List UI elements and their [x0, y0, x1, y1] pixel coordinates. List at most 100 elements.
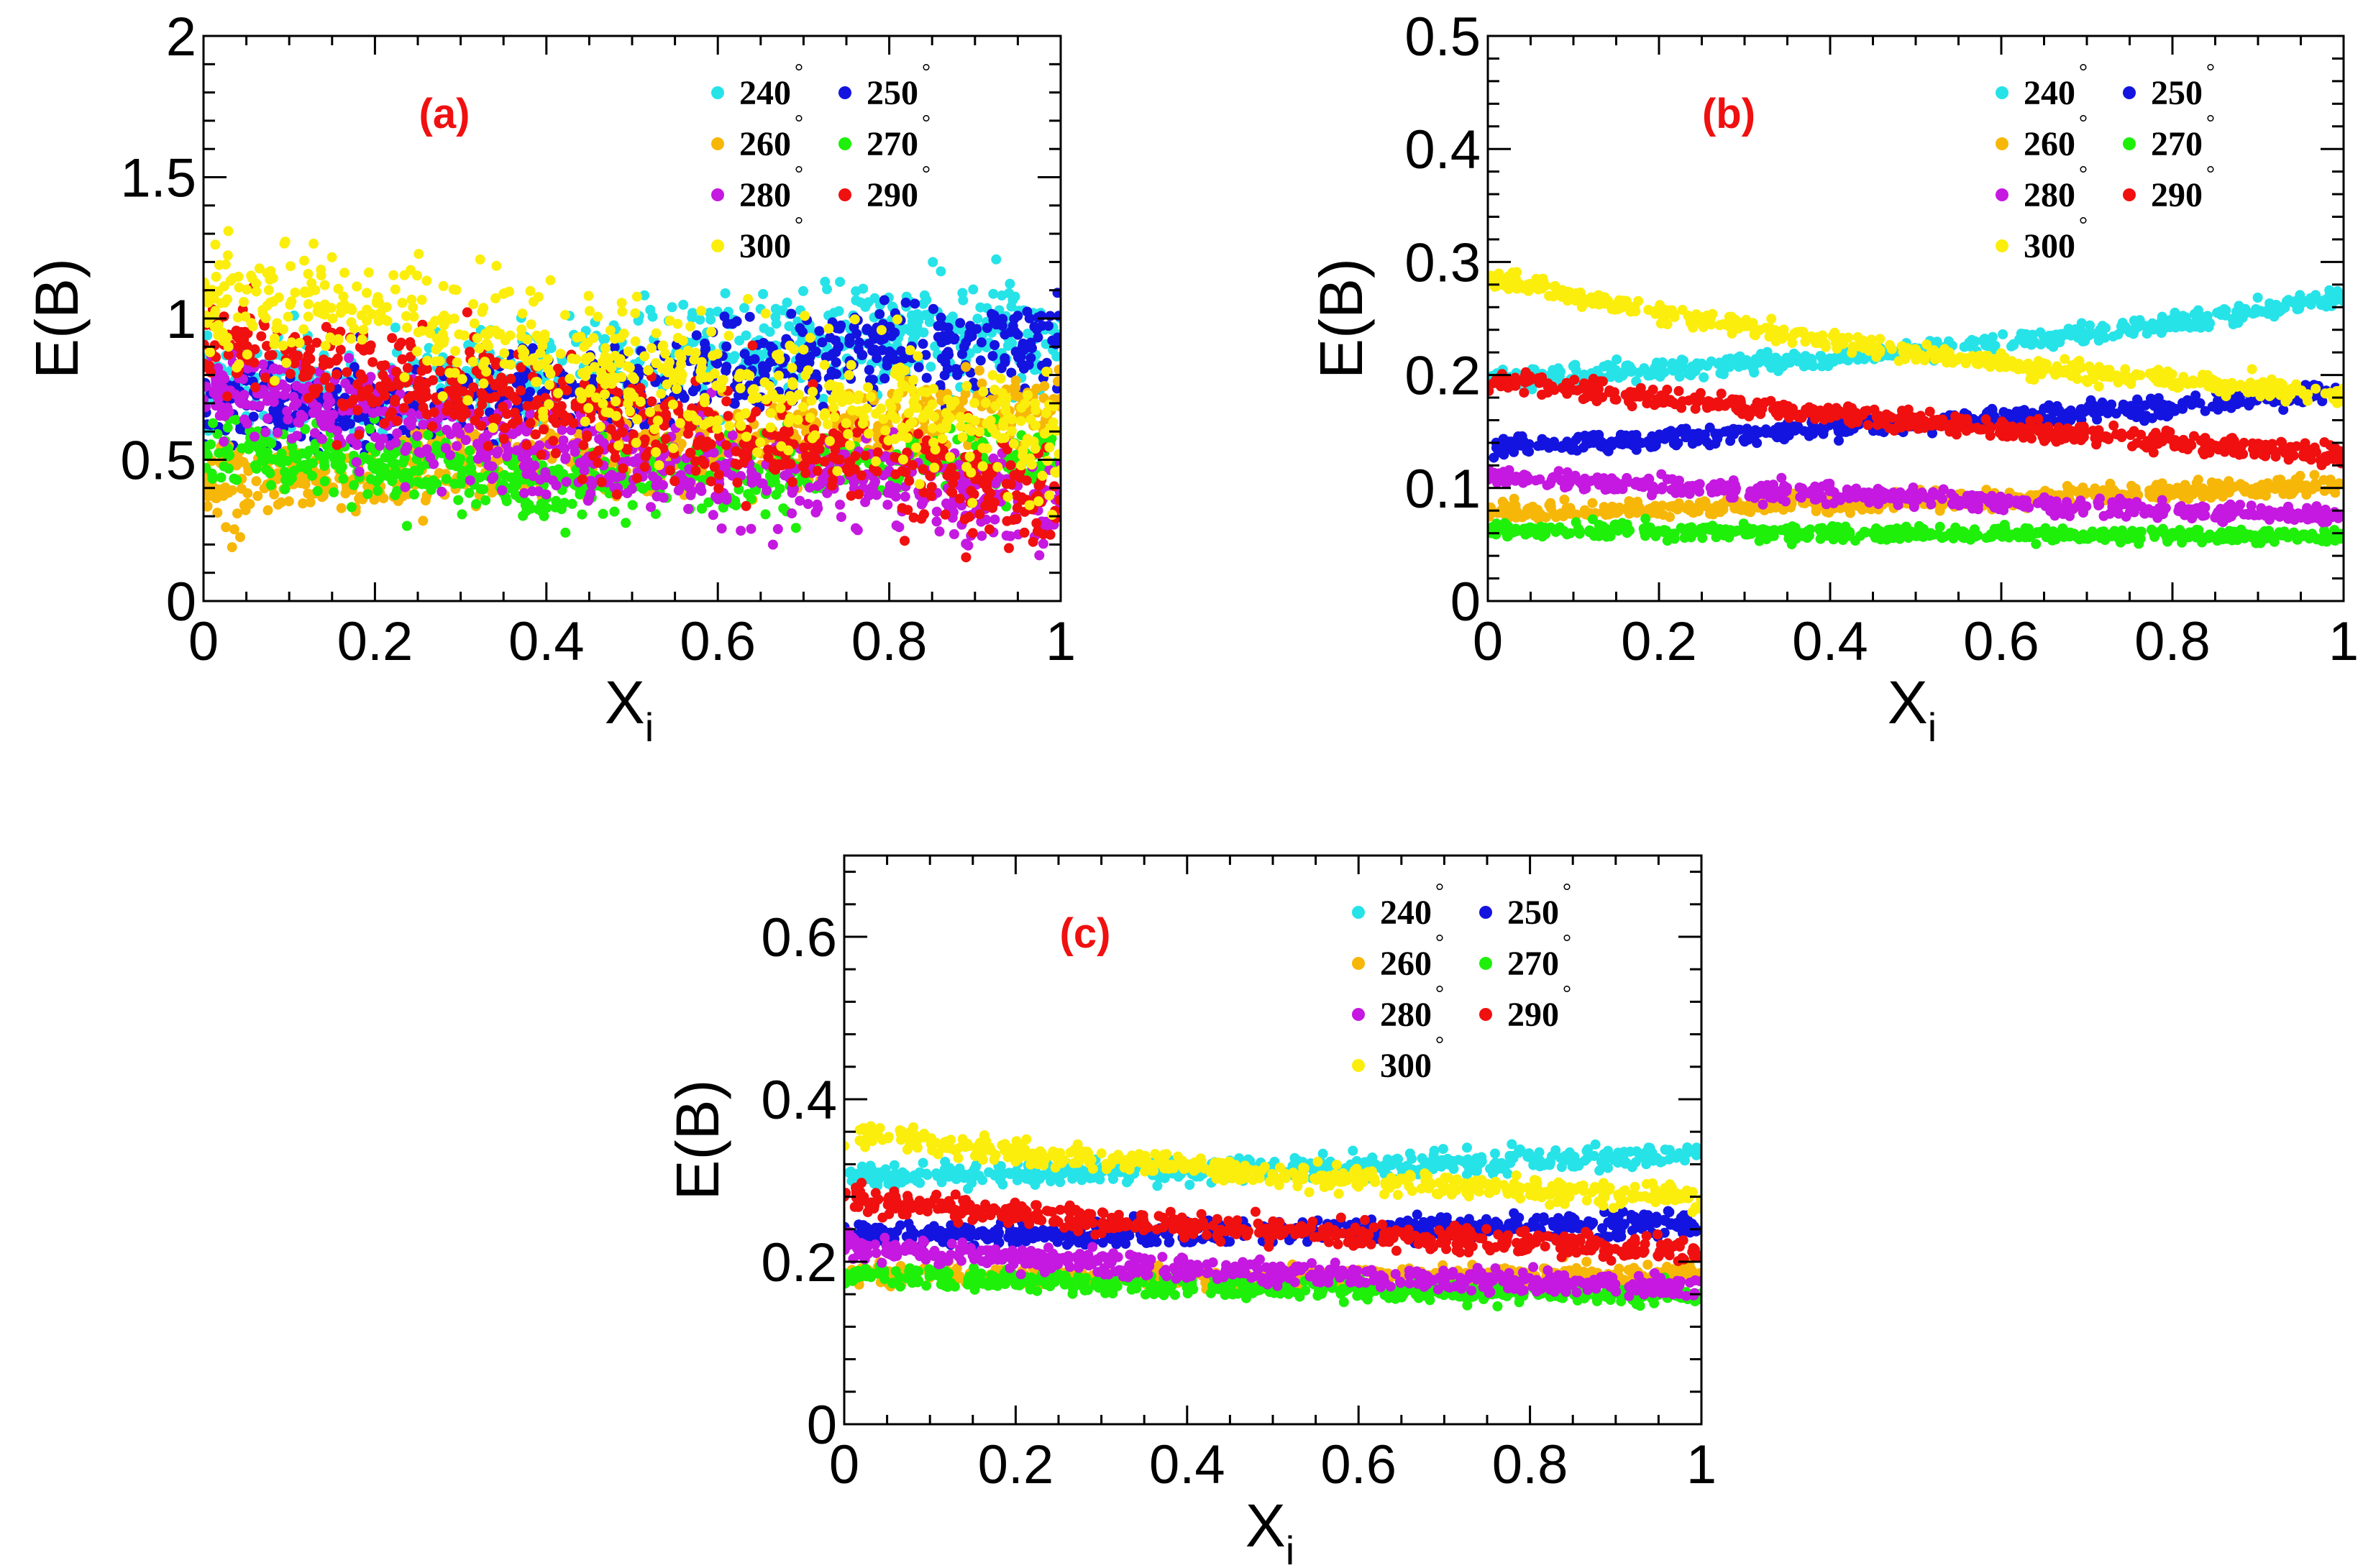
- data-point: [849, 314, 860, 325]
- data-point: [851, 427, 862, 438]
- data-point: [490, 293, 501, 303]
- data-point: [856, 470, 867, 481]
- data-point: [234, 359, 244, 370]
- data-point: [699, 459, 710, 469]
- data-point: [1998, 329, 2008, 339]
- data-point: [421, 409, 432, 420]
- data-point: [250, 344, 260, 354]
- data-point: [401, 521, 412, 531]
- data-point: [216, 401, 227, 412]
- data-point: [204, 462, 211, 473]
- data-point: [222, 391, 232, 402]
- data-point: [965, 321, 976, 331]
- data-point: [857, 418, 868, 429]
- data-point: [713, 469, 724, 480]
- data-point: [851, 286, 861, 297]
- data-point: [376, 360, 387, 371]
- data-point: [755, 437, 766, 448]
- data-point: [352, 405, 363, 416]
- data-point: [956, 412, 966, 423]
- data-point: [365, 344, 375, 355]
- data-point: [464, 487, 475, 498]
- data-point: [2076, 318, 2087, 329]
- data-point: [516, 385, 526, 396]
- data-point: [675, 418, 685, 428]
- data-point: [1044, 399, 1054, 410]
- data-point: [248, 411, 259, 422]
- data-point: [786, 308, 797, 319]
- data-point: [652, 416, 663, 426]
- legend-label: 300: [739, 227, 791, 265]
- data-point: [531, 377, 541, 388]
- data-point: [651, 447, 661, 457]
- data-point: [299, 255, 309, 266]
- data-point: [600, 389, 610, 400]
- data-point: [362, 316, 372, 326]
- data-point: [413, 249, 424, 260]
- y-tick-label: 2: [166, 6, 196, 68]
- data-point: [896, 346, 907, 357]
- data-point: [567, 498, 577, 509]
- data-point: [689, 354, 700, 365]
- data-point: [895, 371, 905, 382]
- data-point: [409, 489, 419, 500]
- data-point: [319, 461, 330, 471]
- data-point: [679, 393, 690, 403]
- data-point: [471, 499, 482, 510]
- data-point: [897, 422, 908, 433]
- data-point: [790, 523, 801, 533]
- data-point: [723, 411, 733, 421]
- data-point: [913, 351, 923, 362]
- data-point: [988, 453, 999, 464]
- data-point: [354, 493, 365, 504]
- data-point: [585, 488, 596, 499]
- x-tick-label: 0.8: [851, 611, 928, 672]
- data-point: [211, 374, 221, 385]
- data-point: [581, 353, 592, 364]
- data-point: [667, 399, 678, 410]
- data-point: [903, 408, 914, 418]
- data-point: [787, 477, 797, 487]
- data-point: [442, 424, 452, 435]
- data-point: [525, 418, 536, 428]
- data-point: [369, 495, 380, 505]
- data-point: [900, 298, 911, 308]
- data-point: [365, 474, 376, 485]
- data-point: [559, 416, 570, 427]
- data-point: [459, 330, 470, 341]
- data-point: [428, 375, 438, 385]
- data-point: [308, 408, 319, 418]
- data-point: [977, 461, 988, 472]
- data-point: [314, 450, 325, 461]
- data-point: [529, 296, 539, 307]
- data-point: [260, 372, 270, 383]
- data-point: [525, 408, 536, 419]
- data-point: [352, 379, 363, 390]
- data-point: [539, 510, 549, 521]
- data-point: [855, 297, 866, 308]
- data-point: [336, 503, 347, 513]
- data-point: [696, 485, 707, 496]
- data-point: [269, 375, 280, 386]
- data-point: [1023, 390, 1033, 400]
- data-point: [528, 355, 539, 366]
- data-point: [498, 401, 508, 412]
- data-point: [908, 512, 919, 523]
- data-point: [719, 311, 730, 322]
- data-point: [548, 436, 559, 446]
- data-point: [529, 400, 539, 411]
- data-point: [294, 337, 305, 348]
- data-point: [805, 332, 815, 343]
- data-point: [222, 250, 233, 261]
- data-point: [928, 257, 938, 267]
- data-point: [511, 445, 522, 456]
- data-point: [406, 391, 416, 401]
- data-point: [1000, 353, 1010, 364]
- data-point: [831, 369, 842, 380]
- data-point: [262, 505, 273, 515]
- data-point: [541, 489, 552, 500]
- data-point: [370, 432, 380, 442]
- data-point: [1018, 450, 1028, 461]
- data-point: [897, 454, 908, 465]
- data-point: [882, 360, 892, 371]
